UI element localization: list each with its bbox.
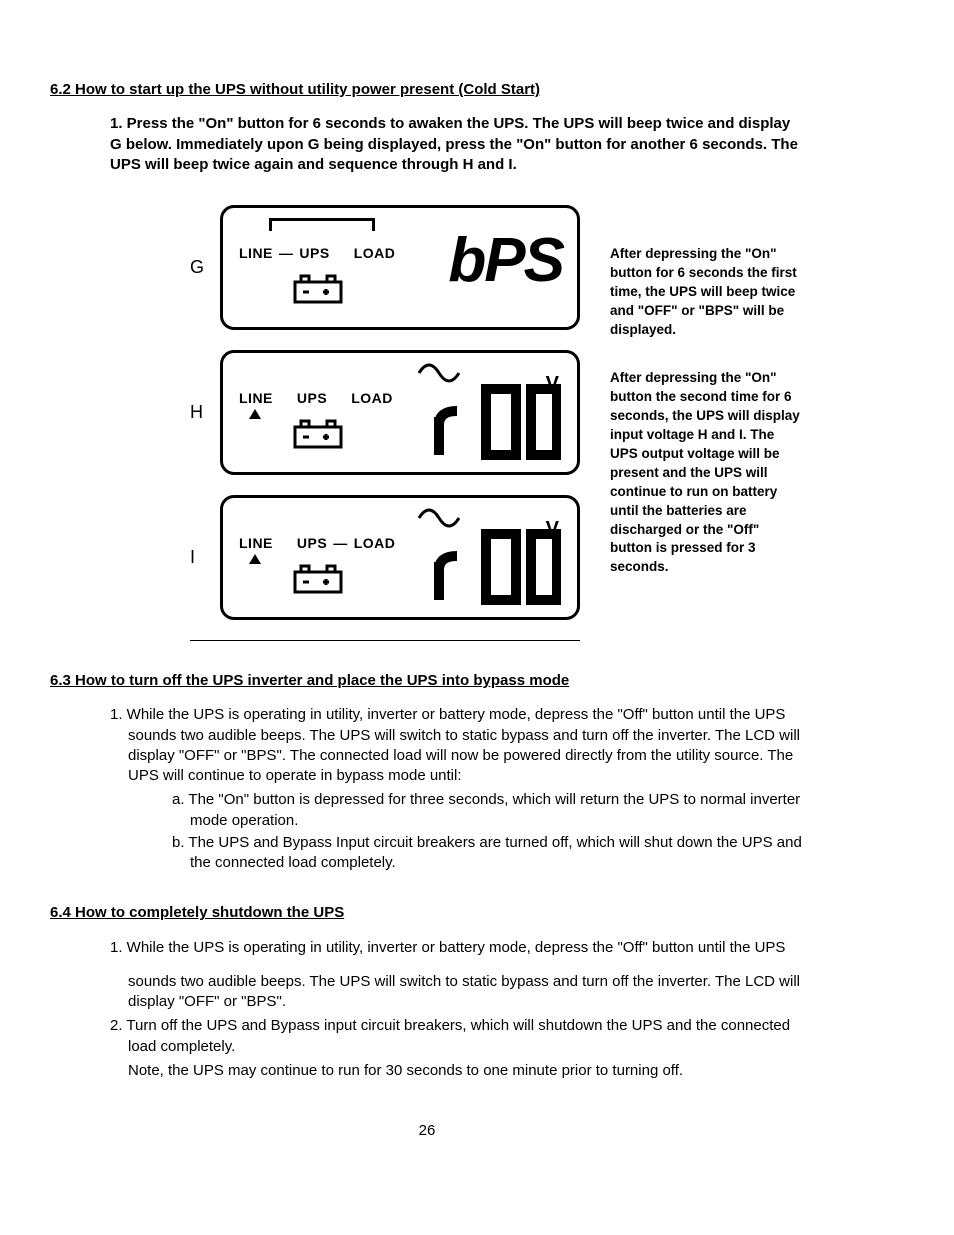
figure-row-g: G LINE — UPS LOAD bPS [190,195,580,340]
list-item-6-3-1: 1. While the UPS is operating in utility… [128,705,804,786]
triangle-up-icon [249,409,261,419]
lcd-label-ups: UPS [297,534,327,553]
list-item-6-4-2b: Note, the UPS may continue to run for 30… [128,1061,804,1081]
figure-row-h: H LINE UPS LOAD V [190,340,580,485]
list-subitem-6-3-a: a. The "On" button is depressed for thre… [190,790,804,831]
annotation-hi: After depressing the "On" button the sec… [610,369,804,577]
figure-letter-i: I [190,545,220,569]
list-item-6-4-1b: sounds two audible beeps. The UPS will s… [128,972,804,1013]
lcd-labels-h: LINE UPS LOAD [239,389,393,408]
lcd-readout-bps: bPS [448,230,563,292]
figures-container: G LINE — UPS LOAD bPS H [190,195,804,641]
lcd-readout-r0 [431,383,561,467]
lcd-label-line: LINE [239,534,273,553]
lcd-topbar-icon [269,218,375,231]
lcd-label-ups: UPS [297,389,327,408]
lcd-label-line: LINE [239,244,273,263]
annotation-g: After depressing the "On" button for 6 s… [610,245,804,339]
step-6-2-1: 1. Press the "On" button for 6 seconds t… [110,114,804,175]
battery-icon [293,560,343,594]
lcd-display-i: LINE UPS — LOAD V [220,495,580,620]
lcd-label-line: LINE [239,389,273,408]
lcd-label-load: LOAD [351,389,393,408]
lcd-labels-g: LINE — UPS LOAD [239,244,395,263]
annotations-column: After depressing the "On" button for 6 s… [610,195,804,641]
section-heading-6-2: 6.2 How to start up the UPS without util… [50,80,804,100]
figure-letter-h: H [190,400,220,424]
lcd-label-load: LOAD [354,244,396,263]
battery-icon [293,270,343,304]
section-6-4-body: 1. While the UPS is operating in utility… [110,938,804,1082]
lcd-dash-icon: — [279,244,294,263]
section-6-3-body: 1. While the UPS is operating in utility… [110,705,804,873]
page-number: 26 [50,1121,804,1141]
lcd-label-load: LOAD [354,534,396,553]
lcd-display-h: LINE UPS LOAD V [220,350,580,475]
list-item-6-4-2a: 2. Turn off the UPS and Bypass input cir… [128,1016,804,1057]
list-subitem-6-3-b: b. The UPS and Bypass Input circuit brea… [190,833,804,874]
lcd-dash-icon: — [333,534,348,553]
lcd-labels-i: LINE UPS — LOAD [239,534,395,553]
figure-row-i: I LINE UPS — LOAD V [190,485,580,630]
triangle-up-icon [249,554,261,564]
battery-icon [293,415,343,449]
lcd-label-ups: UPS [299,244,329,263]
figure-letter-g: G [190,255,220,279]
lcd-display-g: LINE — UPS LOAD bPS [220,205,580,330]
section-heading-6-4: 6.4 How to completely shutdown the UPS [50,903,804,923]
figures-column: G LINE — UPS LOAD bPS H [190,195,580,641]
section-heading-6-3: 6.3 How to turn off the UPS inverter and… [50,671,804,691]
list-item-6-4-1a: 1. While the UPS is operating in utility… [128,938,804,958]
lcd-readout-r0 [431,528,561,612]
